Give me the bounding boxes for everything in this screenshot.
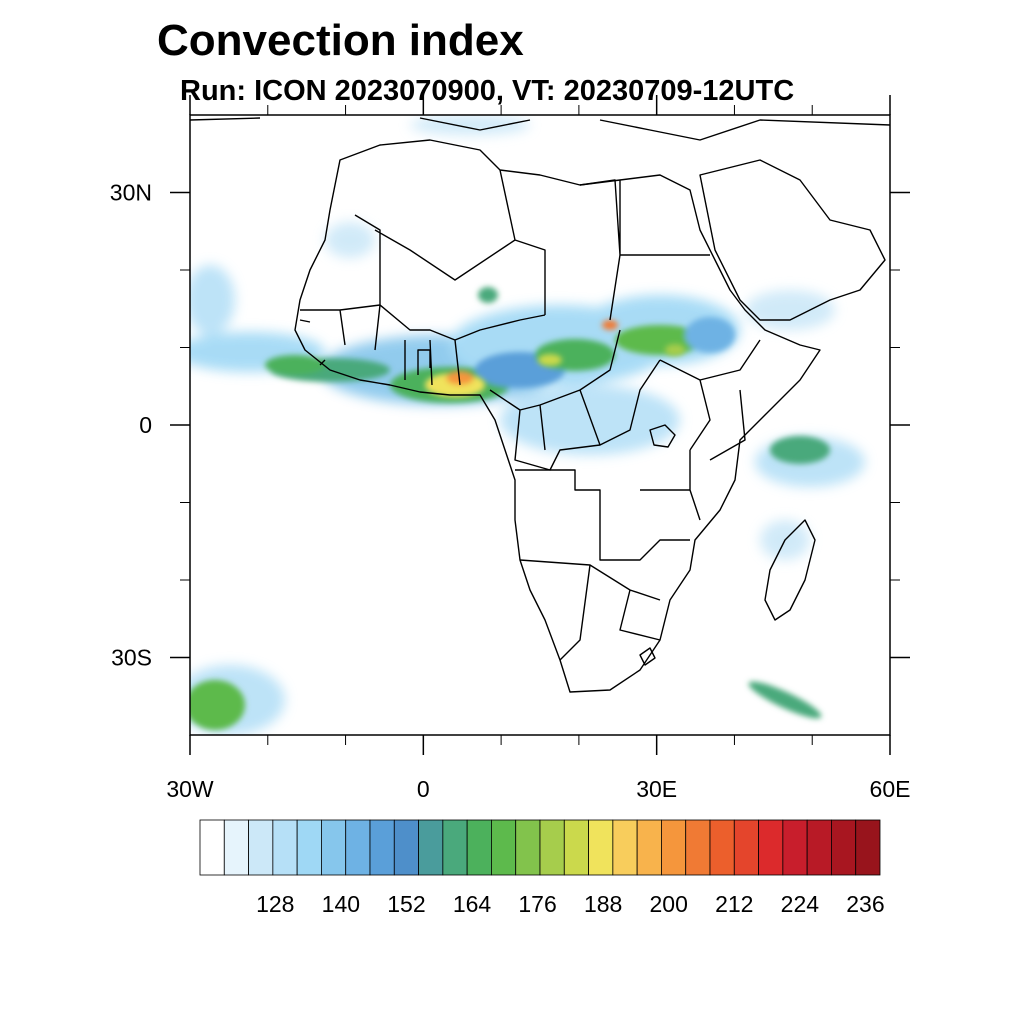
map-panel: 30W 0 30E 60E 30N 0 30S bbox=[110, 95, 911, 803]
colorbar-label: 224 bbox=[781, 891, 820, 917]
mediterranean-north-coast bbox=[190, 117, 890, 141]
colorbar-box bbox=[831, 819, 857, 876]
map-ticks bbox=[170, 95, 910, 755]
colorbar-box bbox=[661, 819, 687, 876]
colorbar-label: 176 bbox=[518, 891, 556, 917]
colorbar-box bbox=[345, 819, 371, 876]
colorbar-box bbox=[466, 819, 492, 876]
colorbar-box bbox=[588, 819, 614, 876]
colorbar-box bbox=[248, 819, 274, 876]
colorbar-boxes bbox=[199, 819, 881, 876]
peak-ghana-nigeria-inner bbox=[446, 371, 474, 385]
colorbar-box bbox=[636, 819, 662, 876]
field-congo bbox=[500, 385, 680, 455]
colorbar-box bbox=[223, 819, 249, 876]
colorbar-label: 164 bbox=[453, 891, 492, 917]
colorbar-box bbox=[321, 819, 347, 876]
colorbar-box bbox=[733, 819, 759, 876]
colorbar-box bbox=[515, 819, 541, 876]
x-tick-label: 60E bbox=[870, 776, 911, 802]
core-southwest bbox=[190, 680, 245, 730]
colorbar-label: 236 bbox=[846, 891, 884, 917]
core-niger-north bbox=[478, 287, 498, 303]
colorbar-label: 140 bbox=[322, 891, 360, 917]
south-african-lesotho bbox=[639, 647, 656, 666]
colorbar-box bbox=[709, 819, 735, 876]
x-tick-label: 30W bbox=[166, 776, 214, 802]
colorbar-box bbox=[393, 819, 419, 876]
y-tick-label: 30S bbox=[111, 645, 152, 671]
x-tick-label: 0 bbox=[417, 776, 430, 802]
map-subtitle: Run: ICON 2023070900, VT: 20230709-12UTC bbox=[180, 75, 794, 107]
colorbar-box bbox=[199, 819, 225, 876]
coastlines-borders bbox=[190, 117, 890, 693]
colorbar-box bbox=[612, 819, 638, 876]
colorbar-label: 152 bbox=[387, 891, 425, 917]
colorbar: 128 140 152 164 176 188 200 212 224 236 bbox=[199, 819, 885, 917]
field-mediterranean bbox=[410, 115, 530, 135]
core-atlantic-coast bbox=[265, 355, 325, 375]
colorbar-box bbox=[418, 819, 444, 876]
map-tick-labels: 30W 0 30E 60E 30N 0 30S bbox=[110, 180, 911, 803]
core-indian-ocean bbox=[770, 436, 830, 464]
colorbar-box bbox=[782, 819, 808, 876]
colorbar-labels: 128 140 152 164 176 188 200 212 224 236 bbox=[256, 891, 885, 917]
colorbar-label: 188 bbox=[584, 891, 622, 917]
colorbar-box bbox=[369, 819, 395, 876]
borders-east bbox=[659, 339, 761, 521]
field-morocco bbox=[325, 222, 375, 258]
borders-south bbox=[515, 469, 690, 661]
borders-central bbox=[489, 329, 661, 471]
core-south-indian bbox=[748, 681, 822, 719]
peak-central bbox=[538, 354, 562, 366]
colorbar-label: 212 bbox=[715, 891, 753, 917]
colorbar-box bbox=[539, 819, 565, 876]
y-tick-label: 0 bbox=[139, 412, 152, 438]
colorbar-label: 200 bbox=[650, 891, 688, 917]
colorbar-box bbox=[272, 819, 298, 876]
colorbar-box bbox=[855, 819, 881, 876]
colorbar-box bbox=[296, 819, 322, 876]
colorbar-box bbox=[685, 819, 711, 876]
lake-victoria bbox=[649, 424, 676, 448]
y-tick-label: 30N bbox=[110, 180, 152, 206]
africa-coastline bbox=[294, 139, 821, 693]
madagascar bbox=[764, 519, 816, 621]
colorbar-label: 128 bbox=[256, 891, 294, 917]
map-title: Convection index bbox=[157, 16, 524, 65]
peak-sudan bbox=[602, 320, 618, 330]
field-atlantic-north bbox=[190, 265, 235, 335]
peak-east bbox=[665, 344, 685, 356]
west-africa-coastline-islands bbox=[299, 319, 431, 375]
arabia-coastline bbox=[699, 159, 886, 321]
borders-west bbox=[300, 304, 546, 386]
core-ethiopia bbox=[685, 317, 735, 353]
colorbar-box bbox=[442, 819, 468, 876]
colorbar-box bbox=[758, 819, 784, 876]
colorbar-box bbox=[563, 819, 589, 876]
borders-north bbox=[354, 169, 710, 321]
colorbar-box bbox=[806, 819, 832, 876]
x-tick-label: 30E bbox=[636, 776, 677, 802]
colorbar-box bbox=[491, 819, 517, 876]
